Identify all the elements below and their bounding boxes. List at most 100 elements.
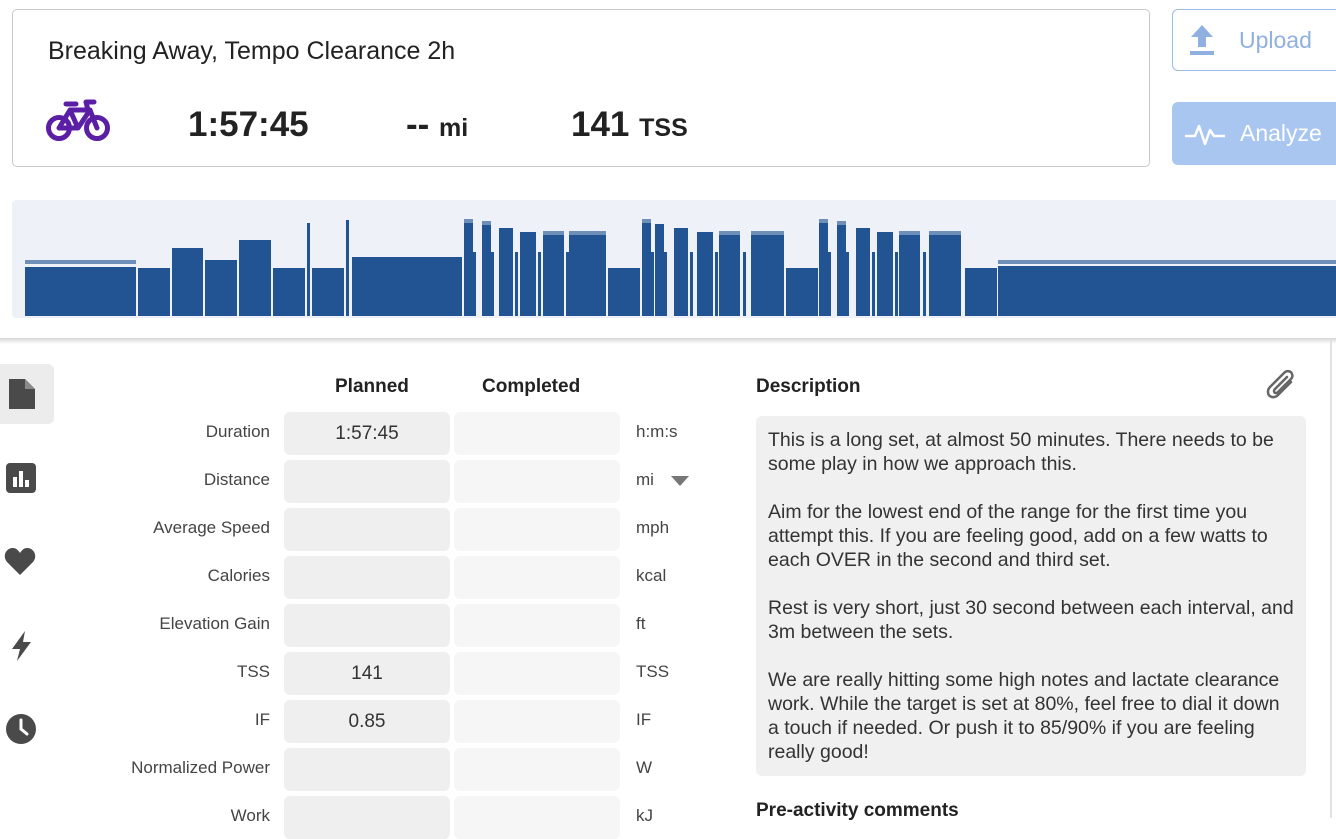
unit-if: IF bbox=[636, 710, 652, 729]
interval-bar bbox=[172, 248, 203, 316]
interval-bar bbox=[307, 223, 310, 316]
planned-calories-field[interactable] bbox=[284, 556, 450, 599]
tss-unit: TSS bbox=[639, 114, 688, 142]
target-range-cap bbox=[837, 221, 846, 225]
target-range-cap bbox=[899, 231, 920, 235]
interval-bar bbox=[566, 252, 569, 316]
workout-summary-card: Breaking Away, Tempo Clearance 2h 1:57:4… bbox=[12, 9, 1150, 167]
row-label-tss: TSS bbox=[236, 662, 270, 681]
interval-bar bbox=[473, 252, 476, 316]
bar-chart-icon[interactable] bbox=[5, 462, 37, 494]
interval-bar bbox=[515, 252, 518, 316]
heart-icon[interactable] bbox=[4, 546, 36, 578]
interval-bar bbox=[923, 252, 926, 316]
target-range-cap bbox=[25, 260, 136, 264]
interval-bar bbox=[751, 234, 784, 316]
planned-header: Planned bbox=[335, 376, 409, 397]
row-label-duration: Duration bbox=[205, 422, 270, 441]
paperclip-icon[interactable] bbox=[1264, 366, 1298, 404]
scroll-edge bbox=[1330, 340, 1332, 818]
interval-bar bbox=[538, 252, 541, 316]
interval-bar bbox=[895, 252, 898, 316]
completed-calories-field[interactable] bbox=[454, 556, 620, 599]
analyze-button[interactable]: Analyze bbox=[1172, 102, 1336, 165]
analyze-label: Analyze bbox=[1240, 120, 1322, 146]
interval-bar bbox=[499, 228, 513, 316]
interval-bar bbox=[464, 222, 473, 316]
bike-icon bbox=[46, 99, 110, 141]
planned-speed-field[interactable] bbox=[284, 508, 450, 551]
row-label-normalized-power: Normalized Power bbox=[131, 758, 270, 777]
target-range-cap bbox=[819, 219, 828, 223]
row-label-average-speed: Average Speed bbox=[153, 518, 270, 537]
completed-speed-field[interactable] bbox=[454, 508, 620, 551]
interval-bar bbox=[877, 232, 893, 316]
interval-bar bbox=[491, 252, 494, 316]
interval-bar bbox=[828, 252, 831, 316]
interval-bar bbox=[929, 234, 961, 316]
interval-bar bbox=[312, 268, 344, 316]
target-range-cap bbox=[464, 219, 473, 223]
interval-bar bbox=[569, 234, 606, 316]
interval-bar bbox=[205, 260, 237, 316]
interval-bar bbox=[872, 252, 875, 316]
upload-button[interactable]: Upload bbox=[1172, 9, 1336, 71]
lightning-icon[interactable] bbox=[6, 630, 38, 662]
planned-elevation-field[interactable] bbox=[284, 604, 450, 647]
completed-duration-field[interactable] bbox=[454, 412, 620, 455]
planned-distance-field[interactable] bbox=[284, 460, 450, 503]
description-paragraph: Aim for the lowest end of the range for … bbox=[768, 501, 1268, 571]
divider bbox=[0, 338, 1336, 344]
distance-value: -- bbox=[406, 105, 430, 144]
interval-bar bbox=[352, 257, 462, 316]
duration-stat: 1:57:45 bbox=[188, 105, 309, 144]
interval-bar bbox=[819, 222, 828, 316]
interval-bar bbox=[856, 228, 870, 316]
interval-bar bbox=[719, 234, 740, 316]
row-label-if: IF bbox=[254, 710, 270, 729]
interval-bar bbox=[642, 222, 651, 316]
description-paragraph: This is a long set, at almost 50 minutes… bbox=[768, 429, 1274, 475]
interval-bar bbox=[273, 268, 305, 316]
unit-np: W bbox=[636, 758, 653, 777]
unit-tss: TSS bbox=[636, 662, 670, 681]
distance-stat: -- mi bbox=[406, 105, 468, 145]
interval-bar bbox=[655, 224, 664, 316]
interval-bar bbox=[846, 252, 849, 316]
interval-bars bbox=[25, 219, 1336, 316]
planned-if-field[interactable]: 0.85 bbox=[284, 700, 450, 743]
upload-label: Upload bbox=[1239, 26, 1312, 53]
completed-tss-field[interactable] bbox=[454, 652, 620, 695]
planned-duration-field[interactable]: 1:57:45 bbox=[284, 412, 450, 455]
description-text[interactable]: This is a long set, at almost 50 minutes… bbox=[756, 416, 1306, 776]
row-label-calories: Calories bbox=[207, 566, 270, 585]
workout-title: Breaking Away, Tempo Clearance 2h bbox=[48, 37, 456, 65]
completed-np-field[interactable] bbox=[454, 748, 620, 791]
unit-calories: kcal bbox=[636, 566, 667, 585]
row-label-work: Work bbox=[230, 806, 270, 825]
clock-icon[interactable] bbox=[5, 713, 37, 745]
workout-structure-graph[interactable] bbox=[12, 200, 1336, 318]
completed-distance-field[interactable] bbox=[454, 460, 620, 503]
tss-value: 141 bbox=[571, 105, 630, 144]
interval-bar bbox=[690, 252, 693, 316]
description-paragraph: We are really hitting some high notes an… bbox=[768, 669, 1280, 763]
interval-bar bbox=[837, 224, 846, 316]
interval-bar bbox=[743, 252, 746, 316]
target-range-cap bbox=[719, 231, 740, 235]
distance-unit: mi bbox=[439, 114, 469, 142]
chevron-down-icon[interactable] bbox=[671, 476, 689, 486]
planned-np-field[interactable] bbox=[284, 748, 450, 791]
planned-tss-field[interactable]: 141 bbox=[284, 652, 450, 695]
target-range-cap bbox=[642, 219, 651, 223]
row-label-distance: Distance bbox=[203, 470, 270, 489]
unit-distance-select[interactable]: mi bbox=[636, 470, 654, 489]
document-icon[interactable] bbox=[5, 378, 37, 410]
interval-bar bbox=[697, 232, 713, 316]
description-heading: Description bbox=[756, 376, 861, 397]
completed-elevation-field[interactable] bbox=[454, 604, 620, 647]
completed-if-field[interactable] bbox=[454, 700, 620, 743]
interval-bar bbox=[25, 267, 136, 316]
tss-stat: 141 TSS bbox=[571, 105, 688, 145]
row-label-elevation: Elevation Gain bbox=[159, 614, 270, 633]
